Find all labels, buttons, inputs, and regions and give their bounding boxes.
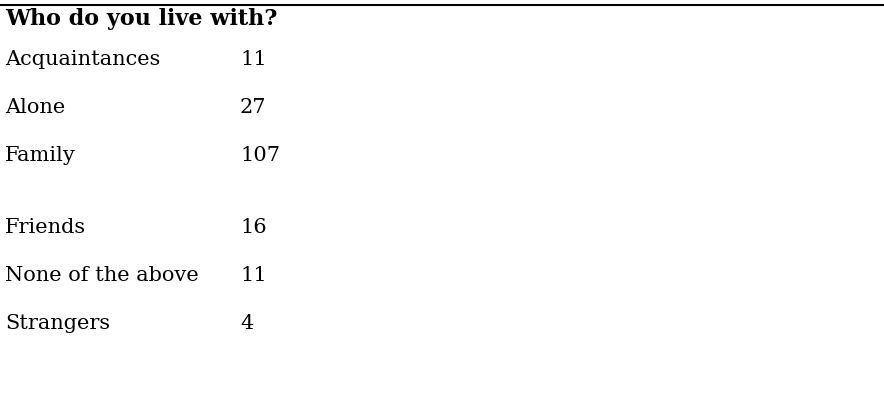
Text: Family: Family	[5, 146, 76, 165]
Text: Acquaintances: Acquaintances	[5, 50, 160, 69]
Text: 16: 16	[240, 218, 267, 237]
Text: None of the above: None of the above	[5, 266, 199, 285]
Text: Who do you live with?: Who do you live with?	[5, 8, 278, 30]
Text: Friends: Friends	[5, 218, 86, 237]
Text: 4: 4	[240, 314, 253, 333]
Text: 11: 11	[240, 266, 267, 285]
Text: 11: 11	[240, 50, 267, 69]
Text: 27: 27	[240, 98, 266, 117]
Text: Strangers: Strangers	[5, 314, 110, 333]
Text: 107: 107	[240, 146, 280, 165]
Text: Alone: Alone	[5, 98, 65, 117]
